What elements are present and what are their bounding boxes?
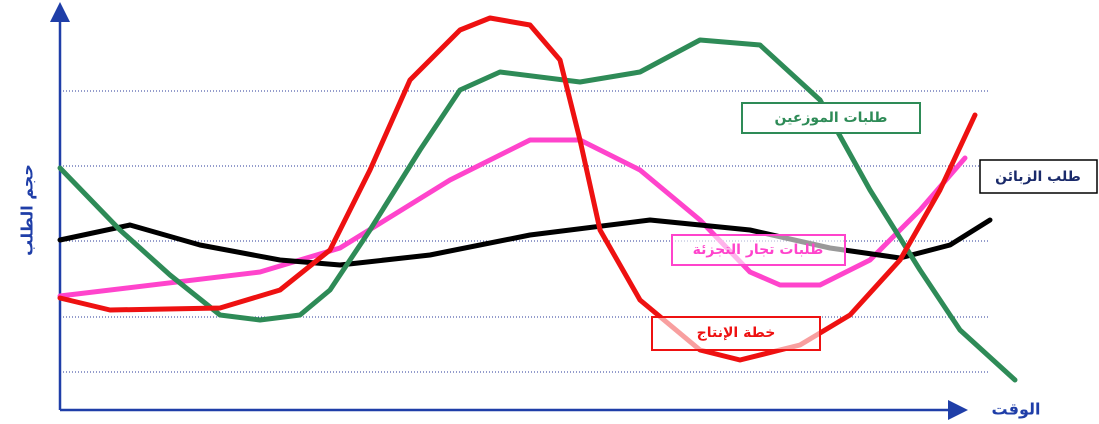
x-axis-label: الوقت xyxy=(992,400,1041,419)
label-box xyxy=(671,234,846,266)
series-label: طلبات تجار التجزئة xyxy=(693,242,824,258)
customers-curve xyxy=(57,217,993,268)
series-label: خطة الإنتاج xyxy=(697,325,776,341)
label-box xyxy=(651,316,821,351)
series-label: طلب الزبائن xyxy=(995,169,1081,185)
series-label: طلبات الموزعين xyxy=(775,110,888,126)
retailers-curve xyxy=(57,137,968,299)
distributors-curve xyxy=(57,37,1018,383)
label-box xyxy=(979,159,1098,194)
y-axis-label: حجم الطلب xyxy=(18,164,37,256)
label-box xyxy=(741,102,921,134)
production-curve xyxy=(57,15,978,363)
